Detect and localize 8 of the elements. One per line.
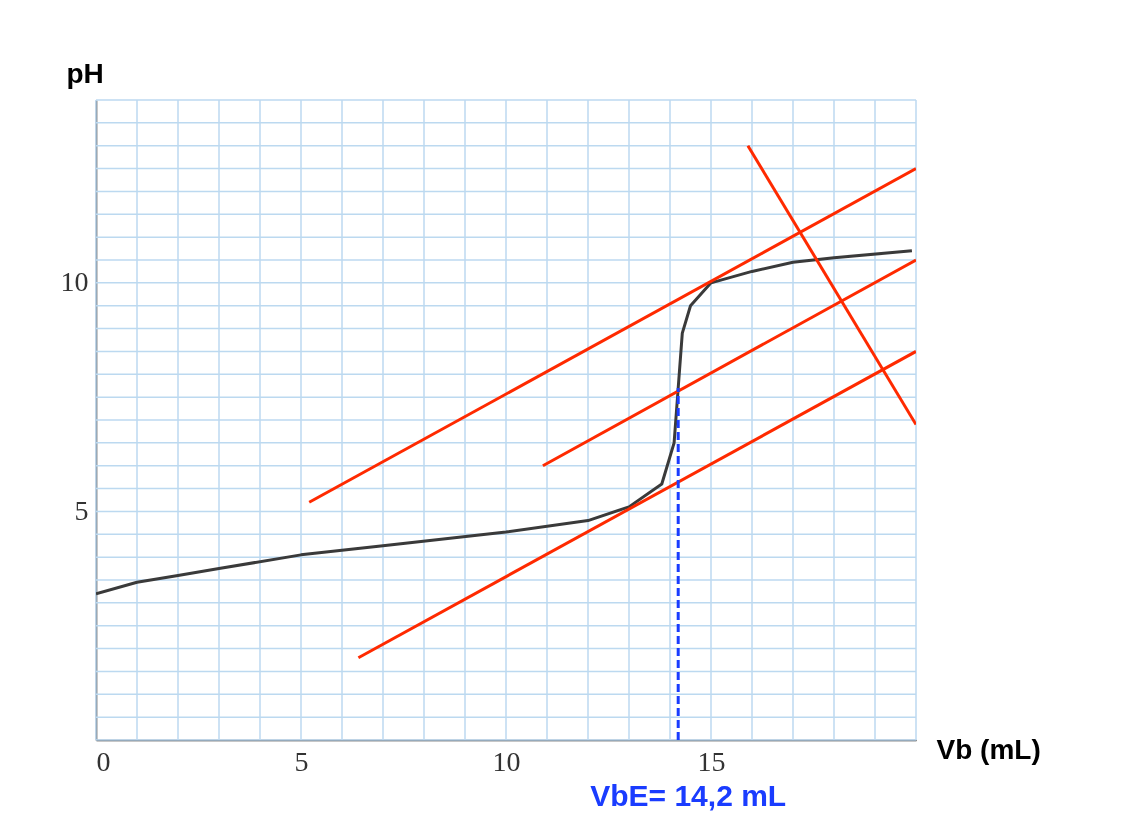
- x-tick-label: 0: [96, 745, 111, 777]
- x-tick-label: 15: [697, 745, 726, 777]
- annotation: VbE= 14,2 mL: [590, 779, 787, 812]
- x-tick-label: 5: [294, 745, 309, 777]
- x-tick-label: 10: [492, 745, 521, 777]
- y-axis-title: pH: [66, 57, 104, 89]
- x-axis-title: Vb (mL): [936, 733, 1041, 765]
- line-series: [96, 249, 914, 596]
